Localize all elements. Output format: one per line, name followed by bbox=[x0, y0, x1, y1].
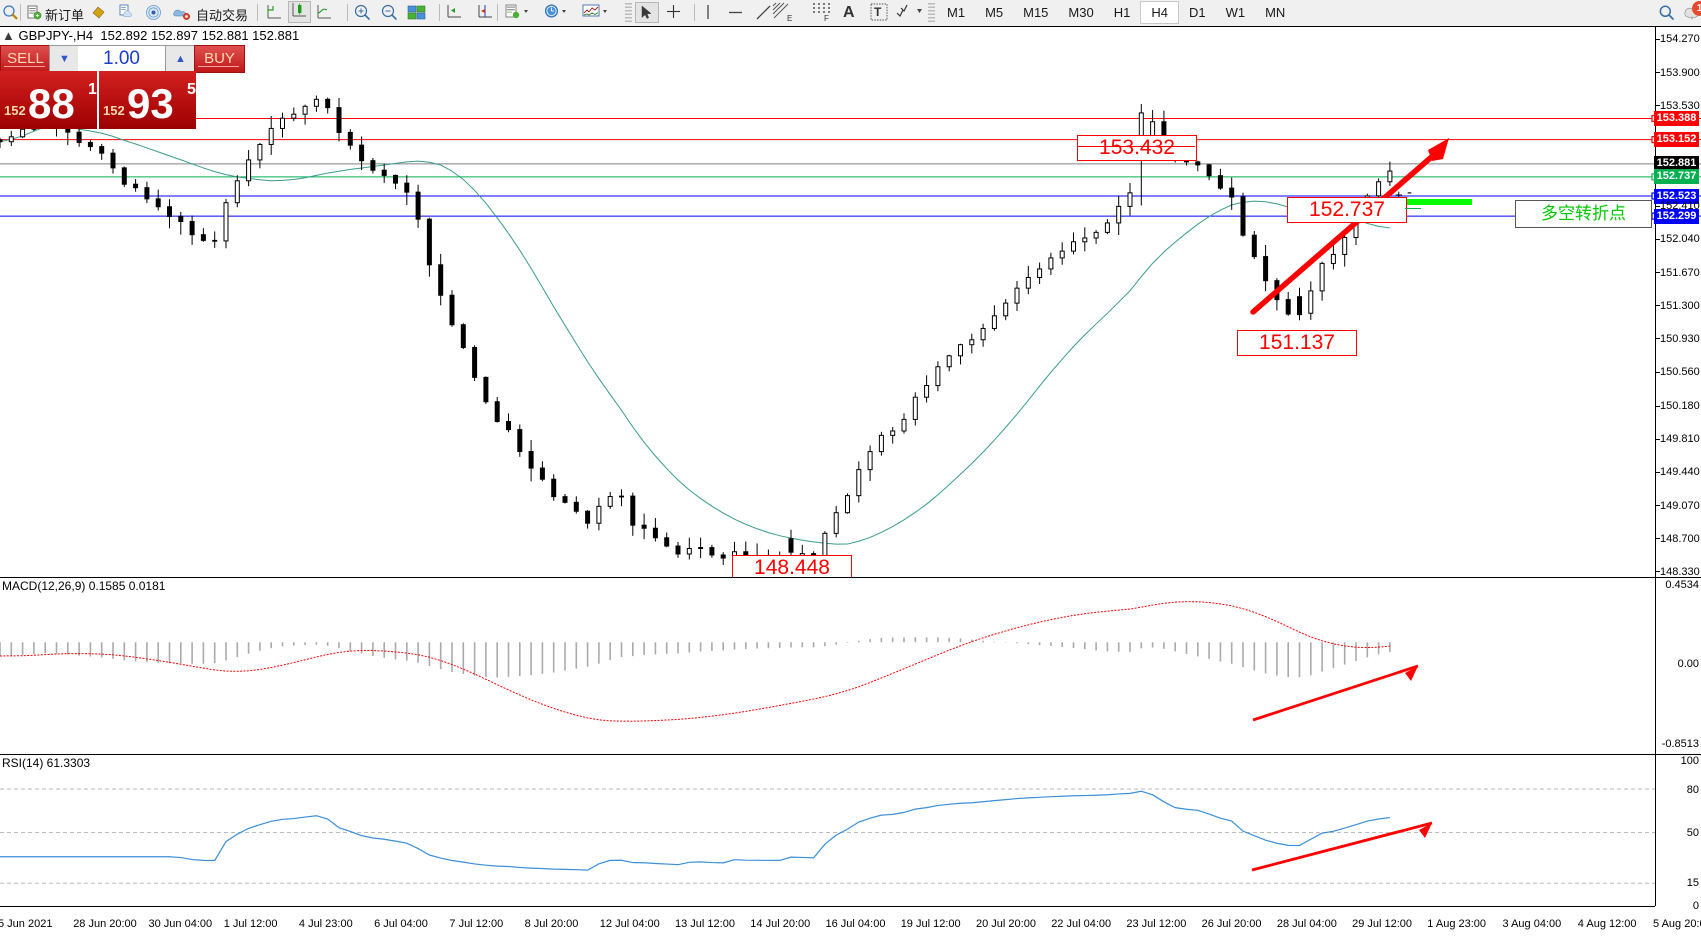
svg-text:E: E bbox=[787, 14, 792, 22]
svg-text:F: F bbox=[824, 14, 829, 22]
svg-text:T: T bbox=[874, 5, 882, 19]
